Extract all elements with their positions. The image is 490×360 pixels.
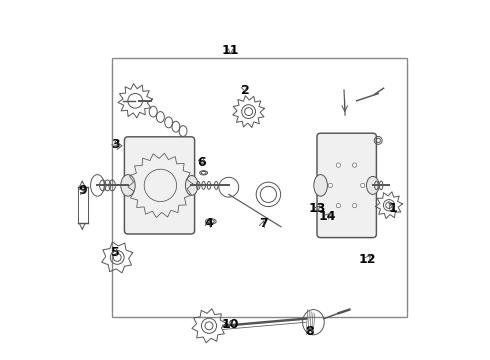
Ellipse shape (314, 175, 327, 196)
Text: 13: 13 (308, 202, 326, 215)
Text: 10: 10 (222, 318, 239, 330)
Text: 9: 9 (79, 184, 87, 197)
Circle shape (336, 163, 341, 167)
Text: 5: 5 (111, 246, 120, 258)
Circle shape (352, 163, 357, 167)
Text: 1: 1 (388, 202, 397, 215)
Text: 3: 3 (111, 138, 120, 150)
Text: 12: 12 (359, 253, 376, 266)
FancyBboxPatch shape (317, 133, 376, 238)
Ellipse shape (185, 176, 198, 195)
Bar (112, 58, 407, 317)
Bar (77, 187, 88, 223)
Text: 7: 7 (259, 217, 268, 230)
Text: 11: 11 (222, 44, 239, 57)
Ellipse shape (367, 176, 379, 194)
Text: 6: 6 (197, 156, 206, 168)
FancyBboxPatch shape (124, 137, 195, 234)
Text: 2: 2 (241, 84, 249, 96)
Text: 4: 4 (205, 217, 213, 230)
Circle shape (336, 203, 341, 208)
Circle shape (361, 183, 365, 188)
Circle shape (328, 183, 333, 188)
Circle shape (352, 203, 357, 208)
Text: 8: 8 (305, 325, 314, 338)
Text: 14: 14 (319, 210, 337, 222)
Ellipse shape (121, 175, 135, 196)
